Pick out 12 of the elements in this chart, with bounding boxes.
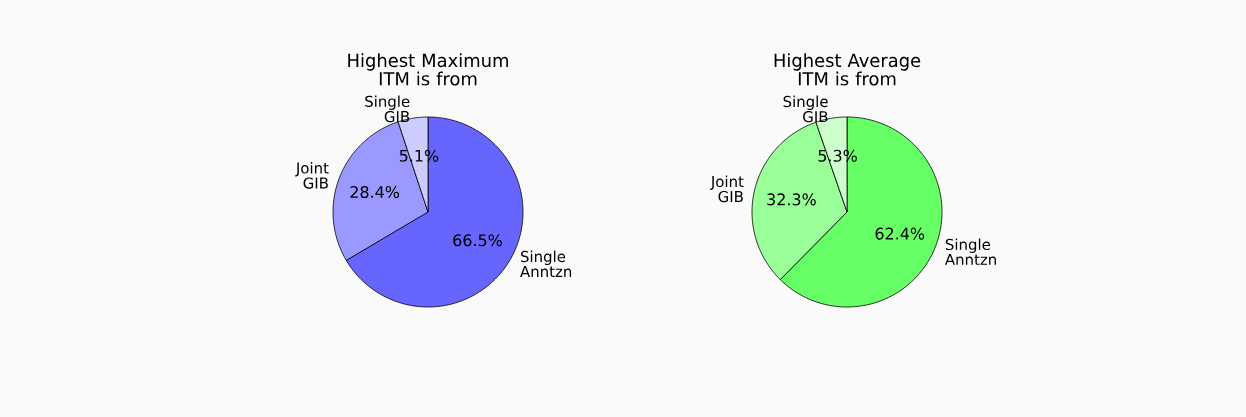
chart-title: Highest Maximum ITM is from	[348, 53, 508, 86]
data-label: 66.5%	[453, 234, 502, 247]
slice-label: Single GIB	[783, 95, 828, 123]
slice-label: Single Anntzn	[520, 250, 572, 277]
chart-title: Highest Average ITM is from	[774, 53, 921, 86]
slice-label: Single Anntzn	[944, 238, 996, 265]
slice-label: Joint GIB	[710, 175, 744, 203]
data-label: 62.4%	[875, 227, 925, 240]
slice-label: Single GIB	[365, 95, 410, 123]
data-label: 32.3%	[767, 193, 816, 206]
data-label: 28.4%	[350, 185, 400, 199]
slice-label: Joint GIB	[295, 162, 329, 189]
